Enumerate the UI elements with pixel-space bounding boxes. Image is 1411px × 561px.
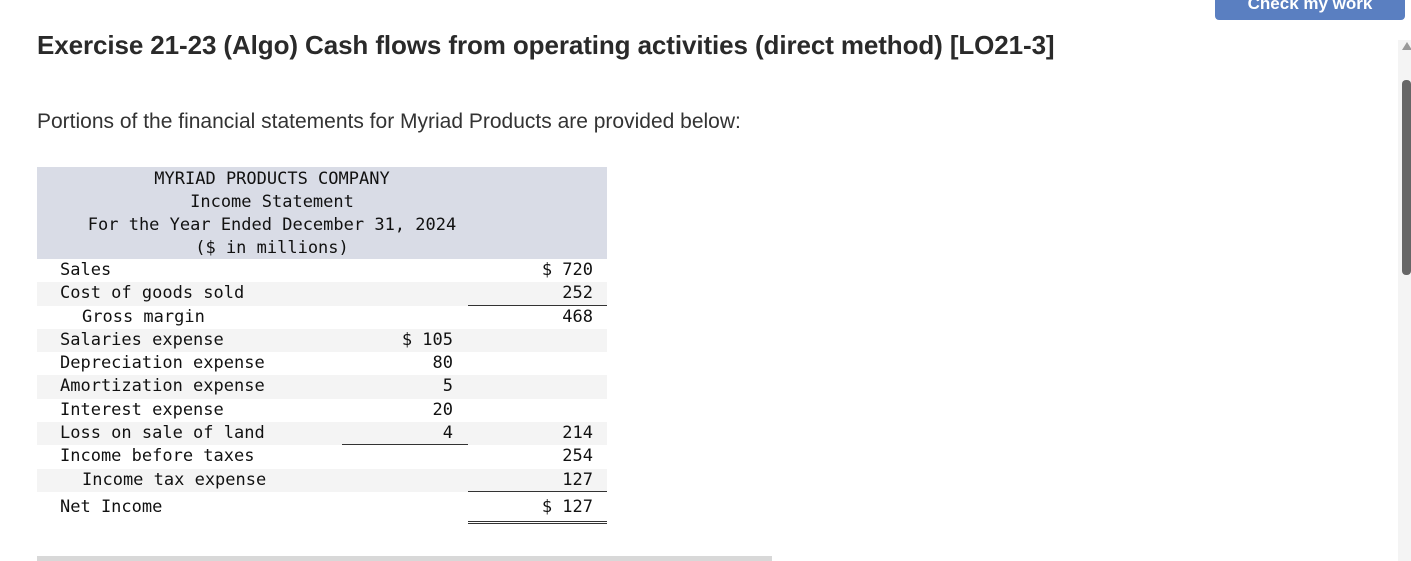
row-value: 468 <box>562 306 593 327</box>
row-value: 80 <box>432 353 453 374</box>
company-name: MYRIAD PRODUCTS COMPANY <box>154 169 390 189</box>
table-row: Depreciation expense 80 <box>37 352 607 375</box>
row-value: 4 <box>442 423 453 444</box>
table-row: Salaries expense $ 105 <box>37 328 607 353</box>
table-row: Income tax expense 127 <box>37 468 607 492</box>
row-label: Salaries expense <box>60 329 224 350</box>
table-row: Interest expense 20 <box>37 399 607 422</box>
row-value: 20 <box>432 399 453 420</box>
table-row: Amortization expense 5 <box>37 375 607 399</box>
row-label: Income before taxes <box>60 446 255 467</box>
row-label: Cost of goods sold <box>60 283 245 304</box>
exercise-title: Exercise 21-23 (Algo) Cash flows from op… <box>37 30 1055 60</box>
table-row: Cost of goods sold 252 <box>37 282 607 306</box>
scrollbar-thumb[interactable] <box>1402 80 1411 275</box>
statement-header: MYRIAD PRODUCTS COMPANY Income Statement… <box>37 167 607 259</box>
statement-name: Income Statement <box>190 192 354 212</box>
intro-text: Portions of the financial statements for… <box>37 110 741 133</box>
double-underline <box>468 520 607 524</box>
income-statement: MYRIAD PRODUCTS COMPANY Income Statement… <box>37 167 607 524</box>
table-row: Income before taxes 254 <box>37 445 607 468</box>
row-value: 5 <box>442 376 453 397</box>
section-divider <box>37 556 772 561</box>
row-value: 252 <box>562 283 593 304</box>
underline <box>468 304 607 306</box>
row-value: 214 <box>562 423 593 444</box>
table-row: Gross margin 468 <box>37 306 607 329</box>
row-label: Income tax expense <box>82 469 267 490</box>
row-value: $ 720 <box>541 260 593 280</box>
underline <box>468 490 607 492</box>
row-value: 254 <box>562 446 593 467</box>
row-label: Amortization expense <box>60 376 265 397</box>
row-label: Gross margin <box>82 306 205 327</box>
row-value: 127 <box>562 469 593 490</box>
table-row: Net Income $ 127 <box>37 492 607 524</box>
row-label: Net Income <box>60 496 163 517</box>
row-label: Interest expense <box>60 399 224 420</box>
statement-units: ($ in millions) <box>195 238 349 258</box>
scroll-up-icon[interactable] <box>1402 42 1411 50</box>
underline <box>342 444 468 446</box>
row-value: $ 127 <box>541 496 593 517</box>
row-label: Sales <box>60 260 112 280</box>
table-row: Loss on sale of land 4 214 <box>37 422 607 446</box>
row-label: Loss on sale of land <box>60 423 265 444</box>
statement-period: For the Year Ended December 31, 2024 <box>87 215 457 235</box>
row-label: Depreciation expense <box>60 353 265 374</box>
table-row: Sales $ 720 <box>37 259 607 282</box>
check-my-work-button[interactable]: Check my work <box>1215 0 1405 20</box>
row-value: $ 105 <box>401 329 453 350</box>
